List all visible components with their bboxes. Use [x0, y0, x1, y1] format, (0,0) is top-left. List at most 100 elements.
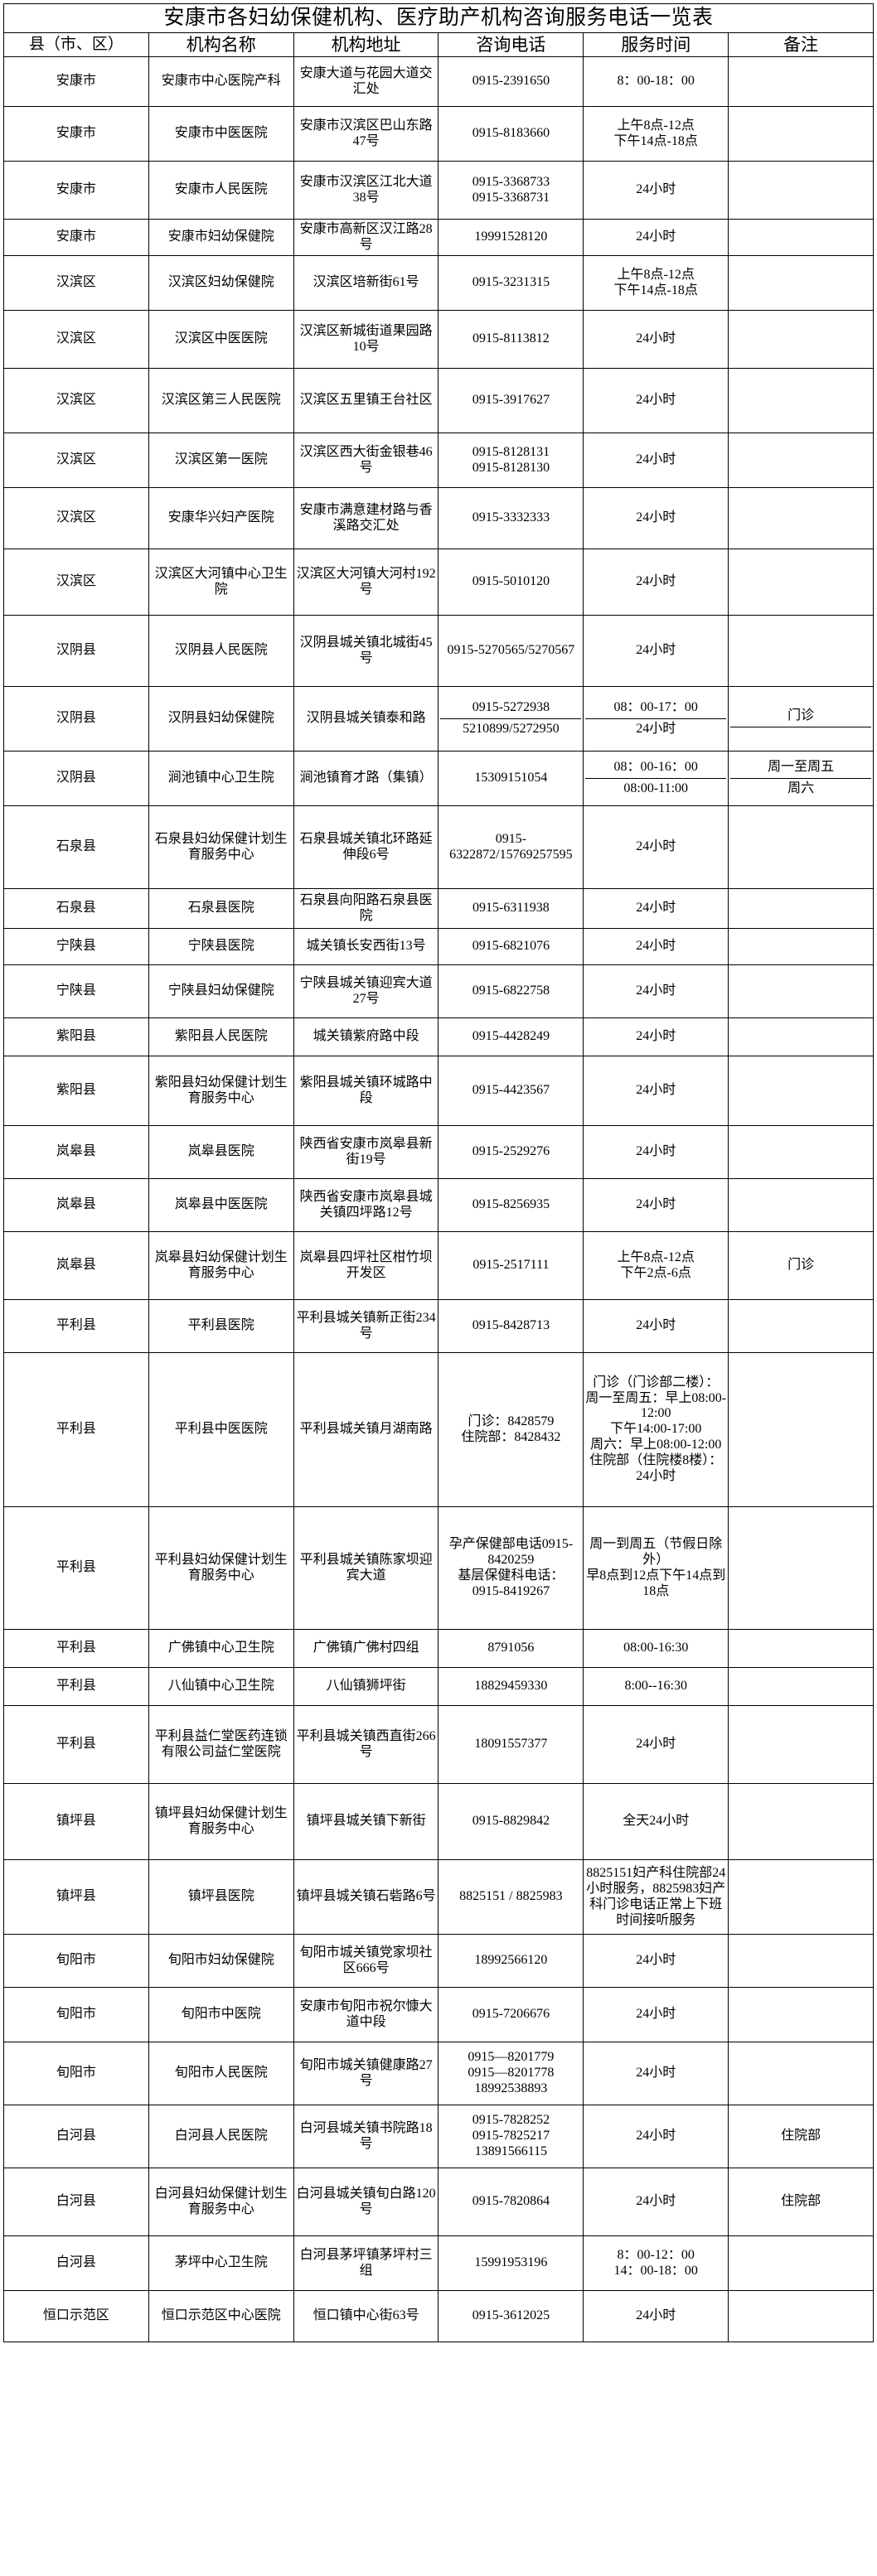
cell-remark: [728, 1987, 874, 2043]
cell-phone: 0915-7820864: [438, 2168, 584, 2237]
cell-remark: [728, 549, 874, 616]
cell-phone: 18091557377: [438, 1705, 584, 1785]
cell-hours: 上午8点-12点 下午14点-18点: [583, 255, 729, 312]
cell-address: 安康市汉滨区巴山东路47号: [293, 106, 439, 162]
cell-address: 安康市高新区汉江路28号: [293, 219, 439, 257]
cell-institution-name: 汉滨区妇幼保健院: [148, 255, 294, 312]
cell-region: 镇坪县: [3, 1783, 149, 1861]
cell-phone: 0915-3917627: [438, 368, 584, 434]
cell-remark: 周一至周五 周六: [728, 751, 874, 807]
cell-region: 宁陕县: [3, 964, 149, 1019]
cell-phone: 0915-4423567: [438, 1056, 584, 1127]
cell-remark: [728, 219, 874, 257]
table-row: 平利县 广佛镇中心卫生院 广佛镇广佛村四组 8791056 08:00-16:30: [3, 1629, 874, 1669]
table-row: 石泉县 石泉县医院 石泉县向阳路石泉县医院 0915-6311938 24小时: [3, 888, 874, 930]
cell-phone: 0915-2517111: [438, 1231, 584, 1301]
cell-phone: 0915-5272938 5210899/5272950: [438, 686, 584, 752]
table-row: 汉滨区 汉滨区第一医院 汉滨区西大街金银巷46号 0915-8128131 0915-…: [3, 433, 874, 489]
cell-remark: [728, 1056, 874, 1127]
cell-region: 白河县: [3, 2168, 149, 2237]
cell-region: 平利县: [3, 1352, 149, 1508]
cell-address: 旬阳市城关镇健康路27号: [293, 2042, 439, 2106]
cell-phone: 0915-6322872/15769257595: [438, 805, 584, 890]
cell-hours: 08:00-16:30: [583, 1629, 729, 1669]
cell-hours: 24小时: [583, 928, 729, 966]
cell-phone: 19991528120: [438, 219, 584, 257]
cell-phone: 0915-3231315: [438, 255, 584, 312]
table-row: 恒口示范区 恒口示范区中心医院 恒口镇中心街63号 0915-3612025 24小时: [3, 2290, 874, 2343]
cell-address: 广佛镇广佛村四组: [293, 1629, 439, 1669]
cell-remark: [728, 255, 874, 312]
cell-phone: 0915-6822758: [438, 964, 584, 1019]
cell-phone: 0915-7206676: [438, 1987, 584, 2043]
table-row: 安康市 安康市人民医院 安康市汉滨区江北大道38号 0915-3368733 0915…: [3, 161, 874, 220]
cell-remark: [728, 106, 874, 162]
header-row: 县（市、区） 机构名称 机构地址 咨询电话 服务时间 备注: [3, 31, 874, 58]
cell-remark: 住院部: [728, 2105, 874, 2169]
cell-region: 平利县: [3, 1667, 149, 1707]
cell-institution-name: 旬阳市人民医院: [148, 2042, 294, 2106]
cell-institution-name: 汉阴县妇幼保健院: [148, 686, 294, 752]
table-row: 旬阳市 旬阳市中医院 安康市旬阳市祝尔慷大道中段 0915-7206676 24小时: [3, 1987, 874, 2043]
cell-hours: 8：00-12：00 14：00-18：00: [583, 2235, 729, 2292]
table-row: 汉阴县 汉阴县妇幼保健院 汉阴县城关镇泰和路 0915-5272938 5210899/…: [3, 686, 874, 752]
cell-hours: 24小时: [583, 310, 729, 370]
table-row: 汉阴县 汉阴县人民医院 汉阴县城关镇北城街45号 0915-5270565/52705…: [3, 615, 874, 688]
cell-address: 镇坪县城关镇石砦路6号: [293, 1859, 439, 1936]
cell-address: 平利县城关镇西直街266号: [293, 1705, 439, 1785]
cell-hours: 门诊（门诊部二楼）： 周一至周五：早上08:00-12:00 下午14:00-1…: [583, 1352, 729, 1508]
cell-hours: 24小时: [583, 2290, 729, 2343]
cell-hours: 08：00-17：00 24小时: [583, 686, 729, 752]
table-row: 汉滨区 汉滨区妇幼保健院 汉滨区培新街61号 0915-3231315 上午8点-12点…: [3, 255, 874, 312]
cell-institution-name: 宁陕县医院: [148, 928, 294, 966]
cell-remark: [728, 433, 874, 489]
cell-phone: 0915-8128131 0915-8128130: [438, 433, 584, 489]
cell-hours-part: 08:00-11:00: [623, 781, 689, 796]
cell-address: 安康市汉滨区江北大道38号: [293, 161, 439, 220]
cell-institution-name: 石泉县医院: [148, 888, 294, 930]
cell-remark: [728, 1667, 874, 1707]
cell-remark: [728, 964, 874, 1019]
table-row: 安康市 安康市中心医院产科 安康大道与花园大道交汇处 0915-2391650 8：00…: [3, 56, 874, 108]
cell-remark: [728, 161, 874, 220]
table-row: 白河县 白河县人民医院 白河县城关镇书院路18号 0915-7828252 0915-…: [3, 2105, 874, 2169]
cell-region: 安康市: [3, 219, 149, 257]
cell-remark-part: 门诊: [730, 705, 871, 727]
table-row: 汉滨区 汉滨区大河镇中心卫生院 汉滨区大河镇大河村192号 0915-5010120 2…: [3, 549, 874, 616]
cell-institution-name: 宁陕县妇幼保健院: [148, 964, 294, 1019]
cell-region: 旬阳市: [3, 1934, 149, 1989]
table-row: 白河县 茅坪中心卫生院 白河县茅坪镇茅坪村三组 15991953196 8：00-12：…: [3, 2235, 874, 2292]
cell-address: 紫阳县城关镇环城路中段: [293, 1056, 439, 1127]
table-row: 平利县 八仙镇中心卫生院 八仙镇狮坪街 18829459330 8:00--16:30: [3, 1667, 874, 1707]
cell-remark: [728, 1299, 874, 1354]
cell-hours: 24小时: [583, 487, 729, 550]
cell-region: 紫阳县: [3, 1017, 149, 1057]
table-row: 平利县 平利县中医医院 平利县城关镇月湖南路 门诊：8428579 住院部：84284…: [3, 1352, 874, 1508]
cell-phone: 0915-2391650: [438, 56, 584, 108]
cell-hours: 8825151妇产科住院部24小时服务，8825983妇产科门诊电话正常上下班时…: [583, 1859, 729, 1936]
cell-phone: 0915-3332333: [438, 487, 584, 550]
cell-phone: 门诊：8428579 住院部：8428432: [438, 1352, 584, 1508]
cell-region: 汉滨区: [3, 487, 149, 550]
cell-remark: [728, 615, 874, 688]
cell-region: 汉滨区: [3, 549, 149, 616]
cell-address: 汉滨区培新街61号: [293, 255, 439, 312]
cell-address: 岚皋县四坪社区柑竹坝开发区: [293, 1231, 439, 1301]
cell-institution-name: 岚皋县医院: [148, 1125, 294, 1180]
cell-region: 白河县: [3, 2105, 149, 2169]
cell-hours: 24小时: [583, 964, 729, 1019]
cell-institution-name: 涧池镇中心卫生院: [148, 751, 294, 807]
cell-address: 汉滨区大河镇大河村192号: [293, 549, 439, 616]
cell-phone: 0915-7828252 0915-7825217 13891566115: [438, 2105, 584, 2169]
cell-institution-name: 平利县中医医院: [148, 1352, 294, 1508]
column-header-hours: 服务时间: [583, 31, 729, 58]
cell-institution-name: 广佛镇中心卫生院: [148, 1629, 294, 1669]
cell-address: 旬阳市城关镇党家坝社区666号: [293, 1934, 439, 1989]
cell-address: 汉阴县城关镇北城街45号: [293, 615, 439, 688]
cell-hours: 上午8点-12点 下午2点-6点: [583, 1231, 729, 1301]
phone-directory-table: 安康市各妇幼保健机构、医疗助产机构咨询服务电话一览表 县（市、区） 机构名称 机…: [3, 3, 874, 2343]
cell-institution-name: 汉阴县人民医院: [148, 615, 294, 688]
cell-address: 城关镇紫府路中段: [293, 1017, 439, 1057]
column-header-address: 机构地址: [293, 31, 439, 58]
cell-hours: 全天24小时: [583, 1783, 729, 1861]
